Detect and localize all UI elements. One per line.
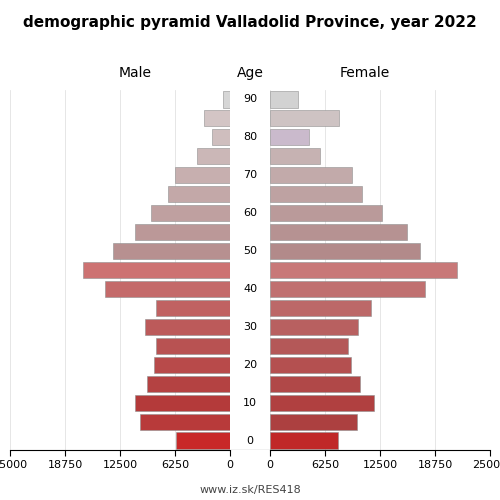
Bar (270, 300, 371, 316)
Text: Female: Female (340, 66, 390, 80)
Bar (176, 432, 230, 448)
Text: 40: 40 (243, 284, 257, 294)
Bar (270, 130, 310, 146)
Bar (146, 376, 230, 392)
Text: 90: 90 (243, 94, 257, 104)
Bar (270, 148, 320, 164)
Text: www.iz.sk/RES418: www.iz.sk/RES418 (199, 485, 301, 495)
Bar (174, 167, 230, 184)
Bar (223, 92, 230, 108)
Bar (270, 281, 425, 297)
Bar (212, 130, 230, 146)
Bar (270, 432, 338, 448)
Bar (145, 319, 230, 335)
Bar (270, 92, 298, 108)
Bar (204, 110, 230, 126)
Bar (83, 262, 230, 278)
Bar (270, 167, 351, 184)
Bar (105, 281, 230, 297)
Text: 0: 0 (246, 436, 254, 446)
Bar (270, 338, 348, 354)
Text: Age: Age (236, 66, 264, 80)
Bar (270, 186, 362, 202)
Bar (270, 394, 374, 410)
Bar (156, 300, 230, 316)
Text: 50: 50 (243, 246, 257, 256)
Bar (270, 319, 358, 335)
Text: 80: 80 (243, 132, 257, 142)
Bar (196, 148, 230, 164)
Text: Male: Male (118, 66, 152, 80)
Bar (135, 394, 230, 410)
Text: 60: 60 (243, 208, 257, 218)
Text: 30: 30 (243, 322, 257, 332)
Bar (270, 414, 357, 430)
Text: demographic pyramid Valladolid Province, year 2022: demographic pyramid Valladolid Province,… (23, 15, 477, 30)
Text: 10: 10 (243, 398, 257, 407)
Bar (154, 356, 230, 373)
Bar (151, 205, 230, 221)
Bar (113, 243, 230, 259)
Bar (156, 338, 230, 354)
Bar (270, 243, 420, 259)
Bar (270, 205, 382, 221)
Bar (270, 376, 360, 392)
Bar (168, 186, 230, 202)
Bar (270, 224, 407, 240)
Bar (270, 110, 340, 126)
Bar (135, 224, 230, 240)
Bar (270, 262, 456, 278)
Bar (140, 414, 230, 430)
Text: 20: 20 (243, 360, 257, 370)
Text: 70: 70 (243, 170, 257, 180)
Bar (270, 356, 351, 373)
